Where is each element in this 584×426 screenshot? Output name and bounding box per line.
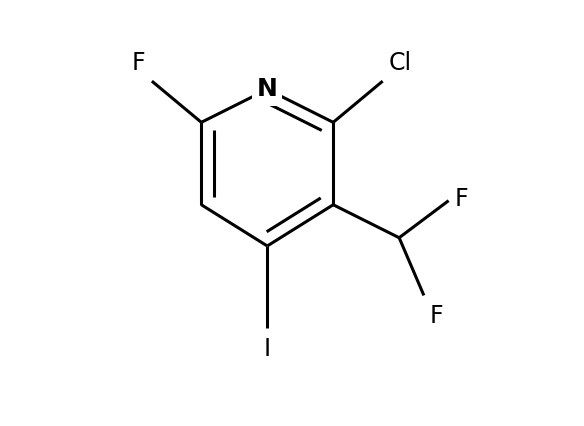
Text: F: F: [455, 187, 468, 210]
Text: Cl: Cl: [389, 51, 412, 75]
Text: N: N: [257, 78, 278, 101]
Text: F: F: [430, 304, 444, 328]
Text: I: I: [264, 337, 271, 361]
Text: F: F: [132, 51, 145, 75]
